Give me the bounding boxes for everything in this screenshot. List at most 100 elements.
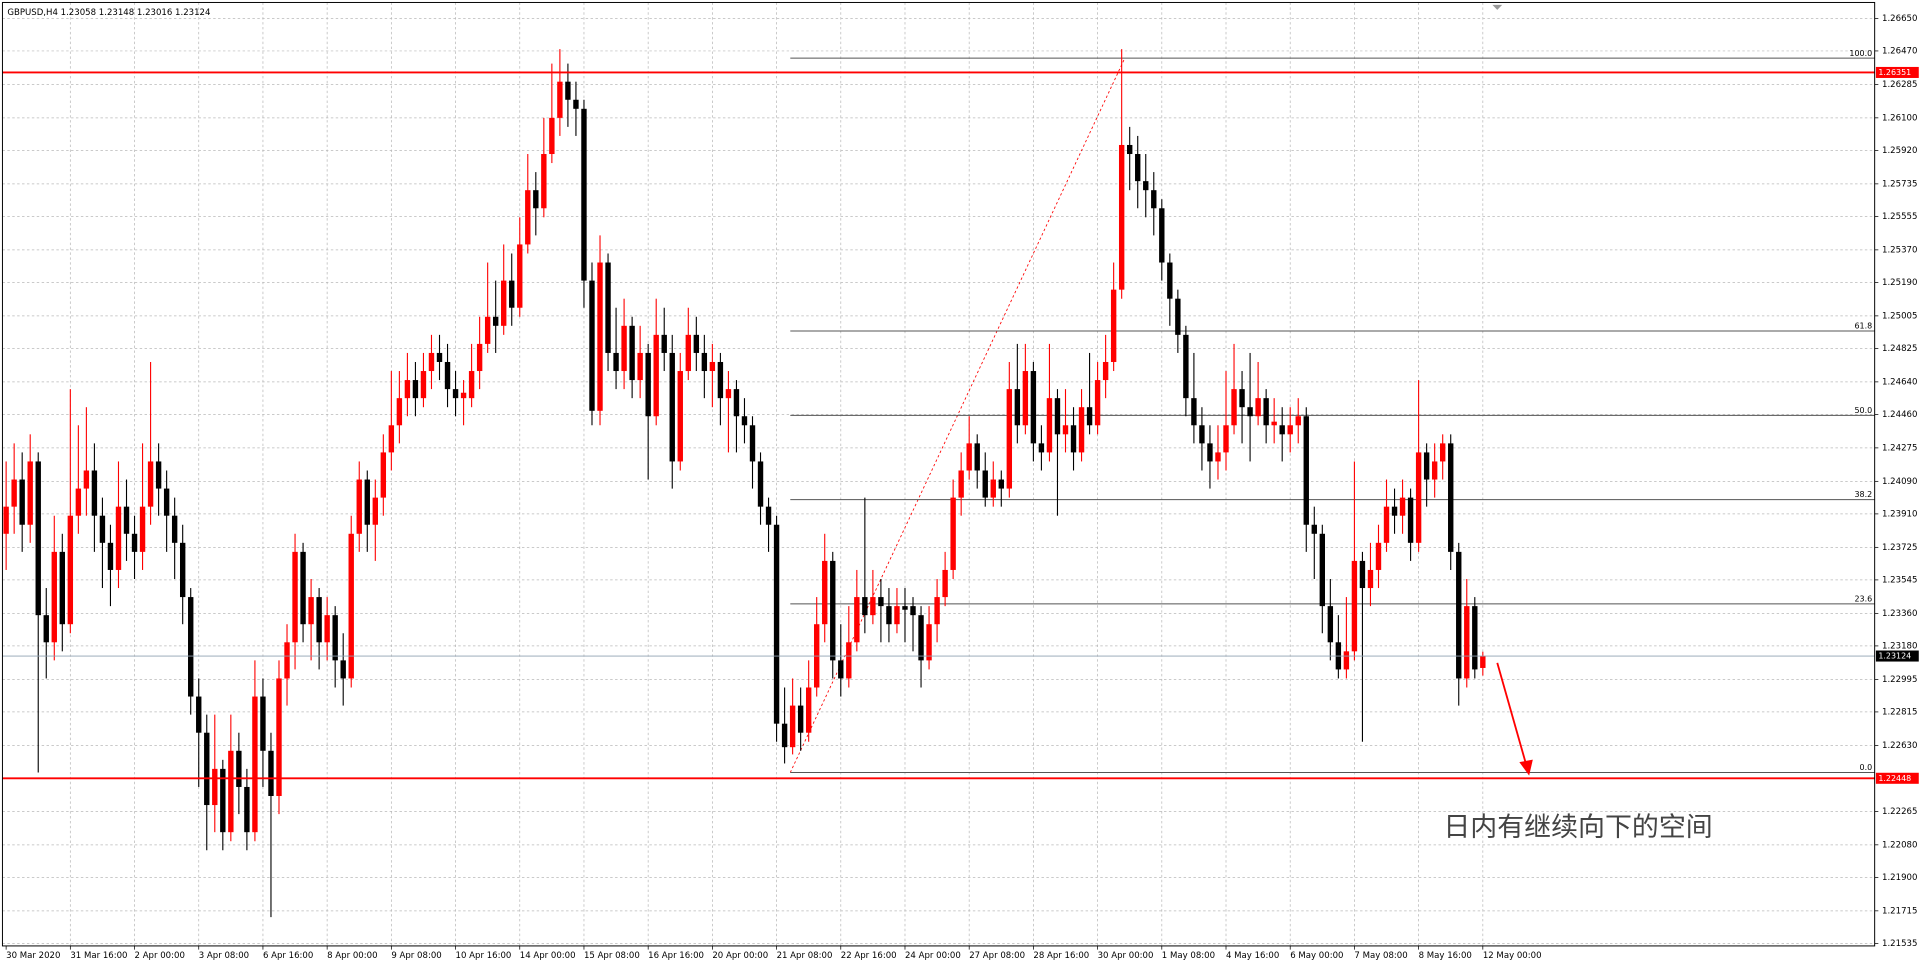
candle-body xyxy=(509,280,515,308)
candle-body xyxy=(557,81,563,118)
candle-body xyxy=(300,551,306,625)
candle-body xyxy=(1359,560,1366,589)
candle-body xyxy=(1006,389,1013,489)
candle-body xyxy=(276,678,282,797)
candle-body xyxy=(709,361,716,372)
mark-layer xyxy=(2,49,1875,918)
y-tick-label: 1.22265 xyxy=(1882,807,1917,817)
candle-body xyxy=(854,597,860,643)
shift-marker xyxy=(1492,4,1503,10)
candle-body xyxy=(1207,443,1213,462)
y-tick-label: 1.22080 xyxy=(1882,840,1917,850)
candle-body xyxy=(468,371,475,399)
fibo-level-label: 61.8 xyxy=(1854,322,1872,331)
candle-body xyxy=(67,515,74,625)
y-tick-label: 1.25555 xyxy=(1882,212,1917,222)
candle-body xyxy=(685,334,691,372)
annotation: 日内有继续向下的空间 xyxy=(1443,812,1712,843)
candle-body xyxy=(1440,443,1446,462)
candle-body xyxy=(171,515,178,543)
candle-body xyxy=(292,551,298,643)
candle-body xyxy=(1102,361,1109,381)
candle-body xyxy=(1375,542,1382,570)
candle-body xyxy=(1271,421,1277,426)
candle-body xyxy=(1143,181,1149,191)
price-tag-label: 1.26351 xyxy=(1878,68,1911,77)
candle-body xyxy=(733,389,740,417)
candle-body xyxy=(340,660,346,679)
candle-body xyxy=(115,506,122,570)
candle-body xyxy=(549,117,555,155)
y-tick-label: 1.24640 xyxy=(1882,377,1917,387)
candle-body xyxy=(244,786,250,833)
candle-body xyxy=(35,461,41,616)
candle-body xyxy=(541,154,547,209)
candle-body xyxy=(693,334,700,353)
x-tick-label: 6 Apr 16:00 xyxy=(263,951,313,961)
candle-body xyxy=(1480,656,1486,668)
candle-body xyxy=(444,361,451,390)
candle-body xyxy=(404,380,411,399)
candle-body xyxy=(324,615,330,643)
candle-body xyxy=(1311,524,1317,534)
y-tick-label: 1.23180 xyxy=(1882,641,1917,651)
candle-body xyxy=(1135,154,1141,182)
candle-body xyxy=(1175,298,1181,335)
x-tick-label: 6 May 00:00 xyxy=(1290,951,1343,961)
candle-body xyxy=(1431,461,1438,480)
candle-body xyxy=(613,352,619,372)
candle-body xyxy=(11,479,17,507)
candle-body xyxy=(773,524,780,724)
candle-body xyxy=(1086,407,1093,426)
candle-body xyxy=(1407,497,1414,543)
candle-body xyxy=(1303,416,1309,525)
candle-body xyxy=(252,696,258,833)
candle-body xyxy=(1159,208,1165,263)
candle-body xyxy=(43,615,49,643)
candle-body xyxy=(228,750,234,833)
candle-body xyxy=(741,416,748,426)
x-tick-label: 31 Mar 16:00 xyxy=(70,951,127,961)
candle-body xyxy=(188,597,194,697)
candle-body xyxy=(677,371,683,462)
candle-body xyxy=(428,352,435,372)
candle-body xyxy=(75,488,82,516)
candle-body xyxy=(645,352,651,417)
x-tick-label: 28 Apr 16:00 xyxy=(1033,951,1089,961)
candle-body xyxy=(380,452,387,498)
candle-body xyxy=(1319,533,1326,607)
candle-body xyxy=(1022,371,1029,426)
candle-body xyxy=(1199,425,1205,444)
fibo-level-label: 50.0 xyxy=(1854,406,1872,415)
candle-body xyxy=(1287,425,1293,435)
y-tick-label: 1.24460 xyxy=(1882,410,1917,420)
candle-body xyxy=(886,606,892,625)
candle-body xyxy=(348,533,354,679)
candle-body xyxy=(131,533,138,552)
candle-body xyxy=(1110,289,1117,362)
candle-body xyxy=(1383,506,1390,543)
y-tick-label: 1.24275 xyxy=(1882,443,1917,453)
candle-body xyxy=(212,768,218,806)
y-tick-label: 1.24825 xyxy=(1882,344,1917,354)
candle-body xyxy=(1464,606,1470,679)
candle-body xyxy=(517,244,523,308)
candle-body xyxy=(260,696,266,751)
y-tick-label: 1.21715 xyxy=(1882,906,1917,916)
candle-body xyxy=(501,280,507,326)
y-tick-label: 1.26285 xyxy=(1882,80,1917,90)
fibo-level-label: 38.2 xyxy=(1854,490,1872,499)
candle-body xyxy=(926,624,932,661)
y-tick-label: 1.25370 xyxy=(1882,245,1917,255)
grid-layer xyxy=(2,2,1879,950)
candle-body xyxy=(701,352,708,372)
y-tick-label: 1.26100 xyxy=(1882,113,1917,123)
candle-body xyxy=(870,597,876,616)
candle-body xyxy=(484,316,491,344)
candle-body xyxy=(637,352,643,381)
candle-body xyxy=(316,597,322,643)
y-tick-label: 1.22995 xyxy=(1882,675,1917,685)
candle-body xyxy=(268,750,274,797)
y-tick-label: 1.21900 xyxy=(1882,873,1917,883)
